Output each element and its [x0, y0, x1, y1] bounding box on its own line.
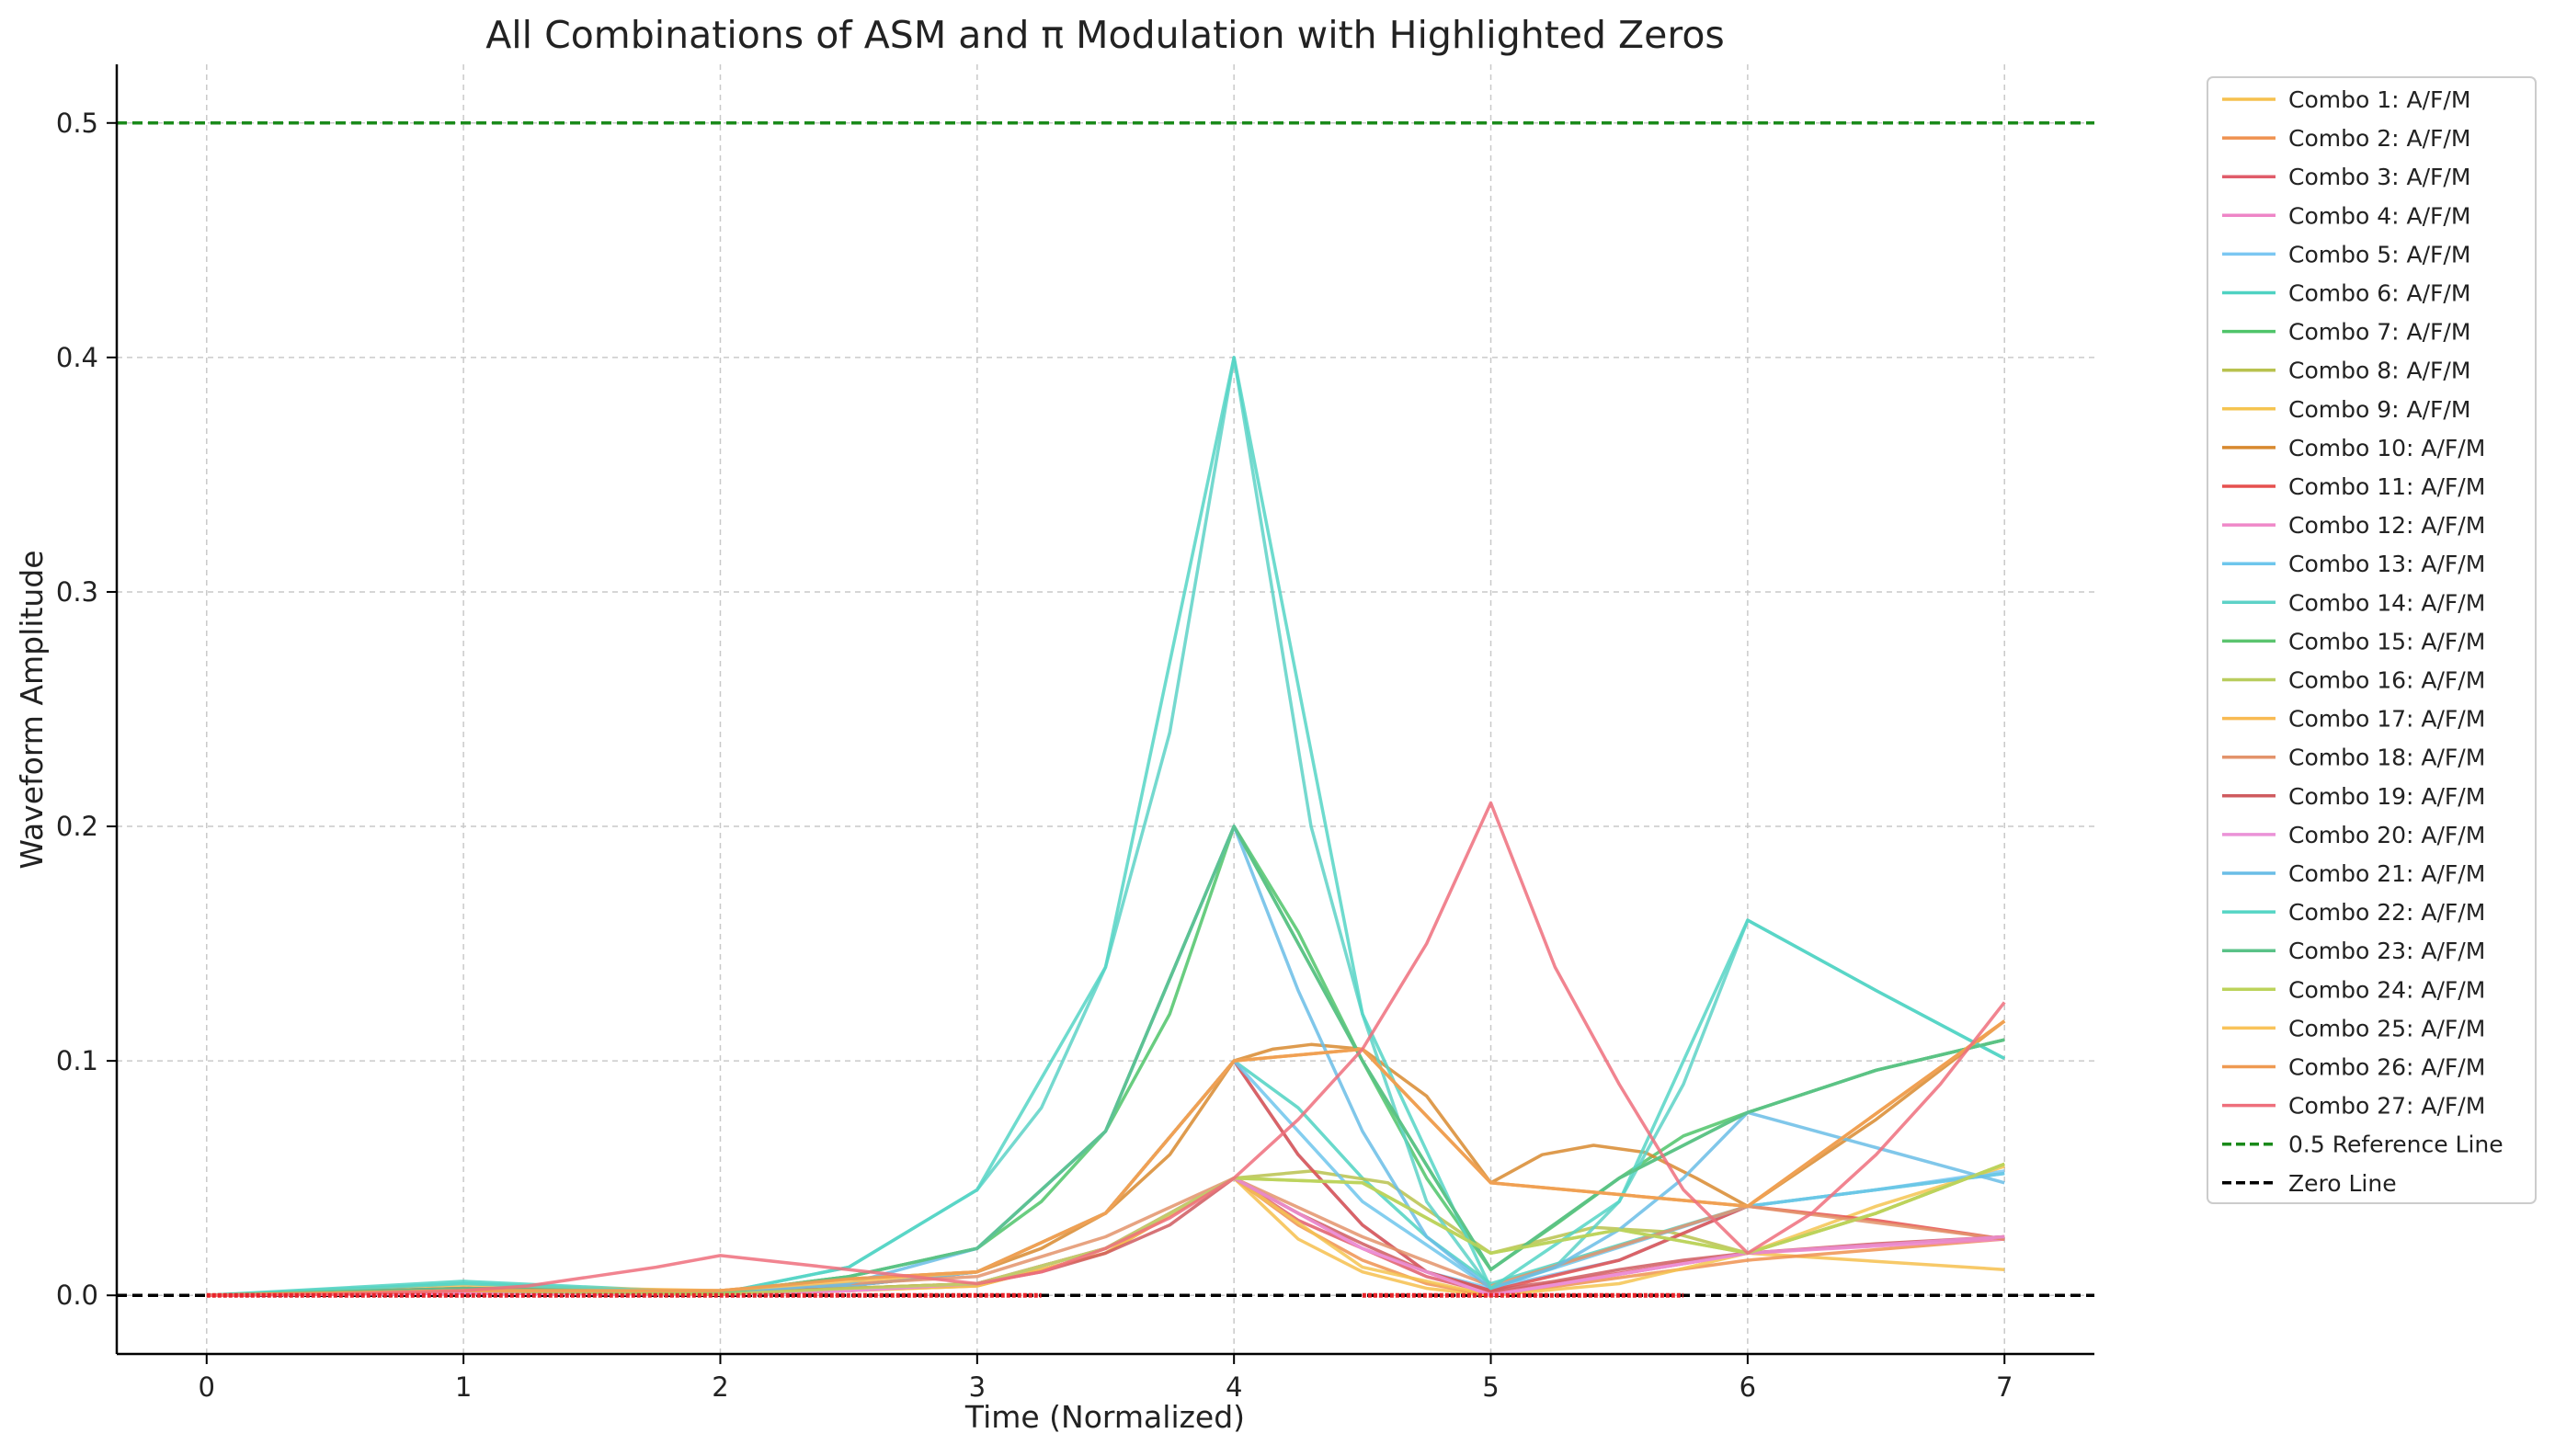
legend-entry: Combo 21: A/F/M [2222, 860, 2485, 887]
legend-entry: Combo 3: A/F/M [2222, 164, 2470, 190]
legend-label: Combo 24: A/F/M [2288, 976, 2485, 1003]
legend-label: Combo 23: A/F/M [2288, 938, 2485, 964]
legend-label: Combo 13: A/F/M [2288, 551, 2485, 577]
legend-entry: Combo 17: A/F/M [2222, 706, 2485, 733]
y-tick-label: 0.1 [56, 1045, 98, 1076]
legend-label: Combo 21: A/F/M [2288, 860, 2485, 887]
legend-label: Combo 19: A/F/M [2288, 783, 2485, 810]
legend-label: Combo 12: A/F/M [2288, 512, 2485, 539]
legend-entry: Combo 16: A/F/M [2222, 667, 2485, 694]
x-tick-label: 2 [712, 1371, 728, 1403]
legend-label: Combo 1: A/F/M [2288, 86, 2470, 113]
legend-frame [2207, 76, 2537, 1204]
legend-label: 0.5 Reference Line [2288, 1132, 2504, 1158]
tick-layer: 0 1 2 3 4 5 6 7 0.0 0.1 0.2 0.3 0.4 0.5 [56, 108, 2013, 1403]
legend: Combo 1: A/F/M Combo 2: A/F/M Combo 3: A/F… [2207, 76, 2537, 1204]
legend-entry: Combo 18: A/F/M [2222, 745, 2485, 771]
legend-label: Combo 6: A/F/M [2288, 280, 2470, 307]
legend-entry: Zero Line [2222, 1170, 2397, 1197]
series-layer [206, 356, 2006, 1297]
x-tick-label: 6 [1739, 1371, 1756, 1403]
legend-label: Combo 7: A/F/M [2288, 319, 2470, 346]
axes-layer [115, 64, 2094, 1356]
legend-entry: Combo 12: A/F/M [2222, 512, 2485, 539]
legend-label: Combo 5: A/F/M [2288, 241, 2470, 267]
legend-label: Combo 26: A/F/M [2288, 1054, 2485, 1081]
legend-entry: Combo 13: A/F/M [2222, 551, 2485, 577]
legend-entry: Combo 20: A/F/M [2222, 822, 2485, 848]
legend-entry: Combo 11: A/F/M [2222, 473, 2485, 500]
legend-entry: Combo 1: A/F/M [2222, 86, 2470, 113]
legend-label: Combo 10: A/F/M [2288, 435, 2485, 461]
y-tick-label: 0.2 [56, 811, 98, 842]
series-line-27 [206, 801, 2006, 1297]
legend-entry: Combo 8: A/F/M [2222, 358, 2470, 384]
grid-layer [117, 64, 2094, 1354]
legend-label: Combo 9: A/F/M [2288, 396, 2470, 423]
legend-entry: Combo 2: A/F/M [2222, 125, 2470, 152]
legend-entry: Combo 7: A/F/M [2222, 319, 2470, 346]
legend-label: Combo 27: A/F/M [2288, 1093, 2485, 1120]
legend-label: Combo 15: A/F/M [2288, 628, 2485, 654]
legend-label: Combo 25: A/F/M [2288, 1015, 2485, 1041]
legend-label: Combo 8: A/F/M [2288, 358, 2470, 384]
y-tick-label: 0.5 [56, 108, 98, 139]
legend-entry: Combo 22: A/F/M [2222, 899, 2485, 926]
chart-title: All Combinations of ASM and π Modulation… [485, 13, 1725, 57]
legend-label: Combo 3: A/F/M [2288, 164, 2470, 190]
legend-entry: Combo 10: A/F/M [2222, 435, 2485, 461]
legend-entry: Combo 27: A/F/M [2222, 1093, 2485, 1120]
x-tick-label: 3 [969, 1371, 986, 1403]
legend-label: Combo 20: A/F/M [2288, 822, 2485, 848]
legend-label: Combo 11: A/F/M [2288, 473, 2485, 500]
legend-label: Combo 18: A/F/M [2288, 745, 2485, 771]
legend-entry: Combo 24: A/F/M [2222, 976, 2485, 1003]
legend-entry: Combo 5: A/F/M [2222, 241, 2470, 267]
legend-label: Combo 14: A/F/M [2288, 589, 2485, 616]
legend-entry: Combo 14: A/F/M [2222, 589, 2485, 616]
legend-entry: Combo 23: A/F/M [2222, 938, 2485, 964]
legend-label: Combo 22: A/F/M [2288, 899, 2485, 926]
x-tick-label: 5 [1482, 1371, 1499, 1403]
series-line-26 [206, 1019, 2006, 1297]
y-tick-label: 0.3 [56, 576, 98, 608]
legend-label: Combo 4: A/F/M [2288, 202, 2470, 229]
legend-label: Zero Line [2288, 1170, 2397, 1197]
legend-entry: Combo 19: A/F/M [2222, 783, 2485, 810]
series-line-21 [206, 825, 2005, 1297]
legend-label: Combo 16: A/F/M [2288, 667, 2485, 694]
legend-entry: 0.5 Reference Line [2222, 1132, 2504, 1158]
y-tick-label: 0.4 [56, 342, 98, 373]
x-axis-label: Time (Normalized) [964, 1399, 1245, 1435]
legend-entry: Combo 4: A/F/M [2222, 202, 2470, 229]
legend-entry: Combo 26: A/F/M [2222, 1054, 2485, 1081]
legend-entry: Combo 6: A/F/M [2222, 280, 2470, 307]
legend-entry: Combo 15: A/F/M [2222, 628, 2485, 654]
x-tick-label: 0 [199, 1371, 215, 1403]
x-tick-label: 1 [455, 1371, 472, 1403]
legend-label: Combo 17: A/F/M [2288, 706, 2485, 733]
x-tick-label: 7 [1996, 1371, 2013, 1403]
y-tick-label: 0.0 [56, 1280, 98, 1311]
legend-entry: Combo 9: A/F/M [2222, 396, 2470, 423]
legend-entry: Combo 25: A/F/M [2222, 1015, 2485, 1041]
y-axis-label: Waveform Amplitude [14, 550, 50, 869]
legend-label: Combo 2: A/F/M [2288, 125, 2470, 152]
x-tick-label: 4 [1226, 1371, 1242, 1403]
